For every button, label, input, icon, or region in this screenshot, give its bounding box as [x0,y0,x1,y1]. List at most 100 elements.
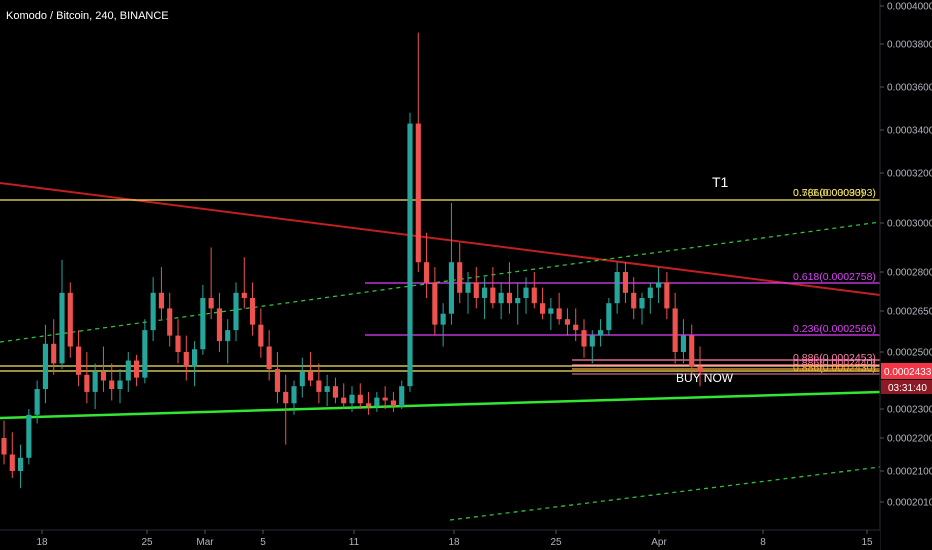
candle-body [308,371,314,381]
price-tick-label: 0.0003400 [887,126,932,137]
candle-body [448,262,454,314]
candle-body [407,123,413,387]
price-tick-label: 0.0003200 [887,169,932,180]
candle-body [598,330,604,336]
candle-body [656,282,662,288]
candle-body [208,298,214,309]
price-tick-label: 0.0002100 [887,467,932,478]
candle-body [316,380,322,392]
candle-body [631,292,637,309]
candle-body [689,335,695,367]
candle-body [134,360,140,378]
price-tick-label: 0.0002800 [887,268,932,279]
candle-body [332,386,338,398]
time-tick-label: 11 [349,537,360,548]
candle-body [573,324,579,331]
time-axis[interactable]: 18 25 Mar 5 11 18 25 Apr 8 15 [0,529,880,550]
candle-body [34,389,40,415]
price-axis[interactable]: 0.0004000 0.0003800 0.0003600 0.0003400 0.00… [879,0,932,550]
candle-body [374,397,380,407]
candle-body [200,298,206,350]
green-dashed-lower[interactable] [449,466,881,521]
candle-body [241,292,247,298]
fib-level-label: 0.786(0.0003093) [793,187,876,199]
candle-body [250,298,256,325]
price-tick-label: 0.0002300 [887,405,932,416]
candle-body [647,287,653,298]
candle-body [548,308,554,314]
candle-body [299,371,305,387]
candle-body [158,292,164,309]
candle-body [183,352,189,367]
candle-body [622,272,628,293]
candle-body [117,380,123,390]
candle-body [490,287,496,304]
candle-body [274,369,280,392]
candle-body [432,282,438,325]
candle-body [498,292,504,304]
candle-body [614,272,620,304]
candle-body [109,380,115,390]
buy-now-label: BUY NOW [676,371,734,385]
candle-body [589,335,595,347]
red-trendline[interactable] [0,182,881,296]
candle-body [366,403,372,407]
candle-body [76,346,82,375]
candle-body [672,308,678,352]
candle-body [42,343,48,390]
candle-body [664,282,670,309]
candle-body [506,292,512,304]
candle-body [216,308,222,342]
candle-body [258,324,264,347]
candle-body [192,349,198,367]
price-tick-label: 0.0003800 [887,40,932,51]
candle-body [523,287,529,298]
candle-body [531,287,537,304]
price-tick-label: 0.0003000 [887,219,932,230]
price-axis-bg [880,0,932,550]
candle-body [399,386,405,407]
price-tick-label: 0.0002010 [887,498,932,509]
candle-body [564,319,570,325]
candle-body [51,343,57,364]
candle-body [606,303,612,331]
fib-level-label: 0.618(0.0002758) [793,271,876,283]
candle-body [266,346,272,370]
candle-body [100,371,106,381]
candle-body [18,457,24,471]
candle-body [424,262,430,283]
last-price-bg [881,363,932,379]
candle-body [349,394,355,404]
candle-body [125,360,131,381]
fib-level-label: 0.886(0.0002453) [793,352,876,364]
candle-body [515,298,521,304]
fib-level-label: 0.236(0.0002566) [793,323,876,335]
candle-body [142,330,148,378]
candle-body [84,374,90,392]
candle-body [175,335,181,352]
candle-body [457,262,463,293]
price-tick-label: 0.0004000 [887,2,932,13]
candle-body [465,282,471,293]
candlestick-series [1,32,703,489]
candle-body [473,282,479,298]
last-price-tag: 0.0002433 03:31:40 [881,363,932,394]
countdown-timer: 03:31:40 [888,383,927,394]
candle-body [341,397,347,404]
green-support-line[interactable] [0,390,881,420]
fib-level-label: 0.5(0.0003093) [793,187,864,199]
candle-body [233,292,239,331]
candle-body [482,287,488,298]
candle-body [382,397,388,401]
candle-body [556,308,562,320]
candle-body [415,123,421,263]
candle-body [1,438,7,455]
price-tick-label: 0.0003600 [887,83,932,94]
price-tick-label: 0.0002650 [887,307,932,318]
candle-body [167,308,173,336]
candle-body [540,303,546,314]
candle-body [150,292,156,331]
candle-body [92,371,98,392]
drawing-overlays[interactable] [0,182,881,521]
